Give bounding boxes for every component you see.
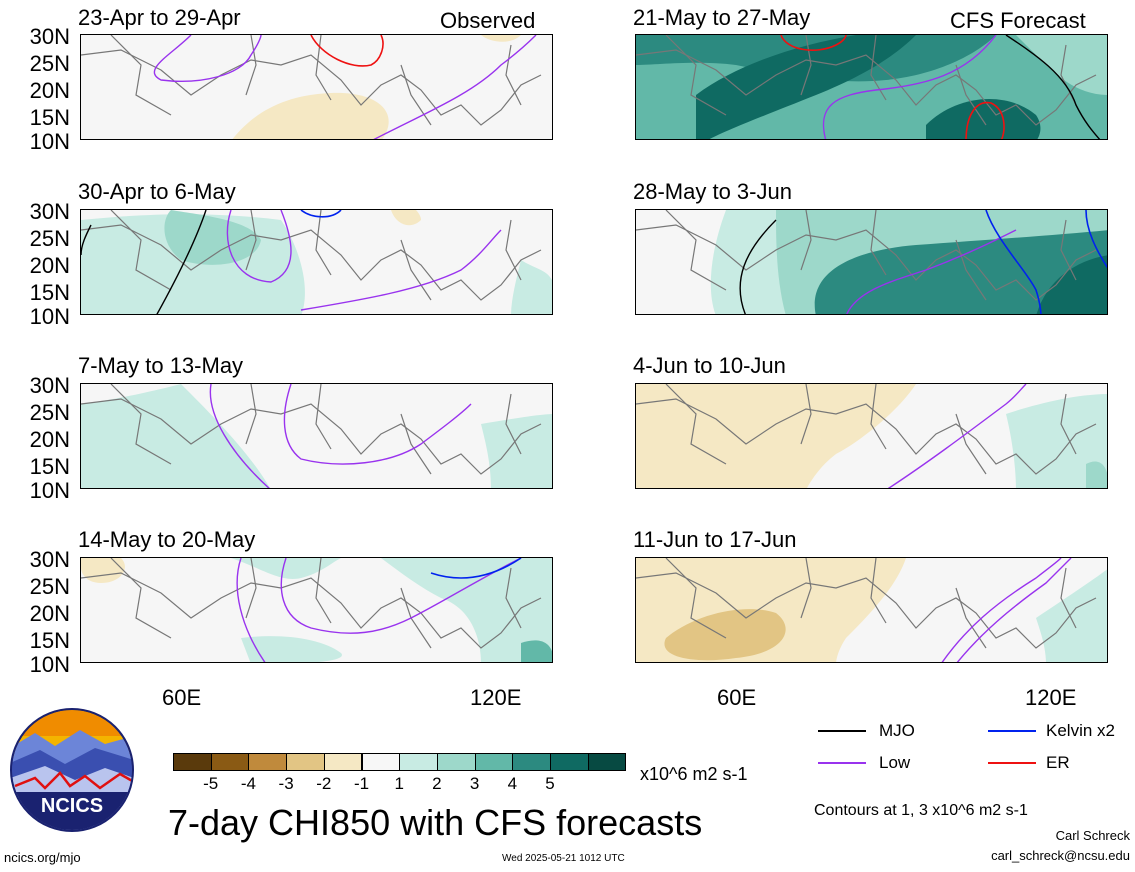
colorbar-tick-label: 3 — [469, 774, 480, 793]
panel-title: 30-Apr to 6-May — [78, 179, 236, 204]
colorbar-tick-label: 2 — [432, 774, 442, 793]
lat-label: 20N — [29, 78, 70, 103]
lon-label: 120E — [1025, 685, 1077, 710]
footer-email[interactable]: carl_schreck@ncsu.edu — [991, 848, 1130, 863]
colorbar-tick-label: -2 — [316, 774, 332, 793]
colorbar-tick-label: -4 — [240, 774, 256, 793]
colorbar-swatch — [512, 753, 551, 771]
colorbar-swatch — [361, 753, 401, 771]
colorbar-swatch — [550, 753, 589, 771]
lat-label: 20N — [29, 601, 70, 626]
legend-line-kelvin — [988, 730, 1036, 732]
panel-title: 23-Apr to 29-Apr — [78, 5, 241, 30]
panel-title: 14-May to 20-May — [78, 527, 256, 552]
colorbar-swatch — [286, 753, 325, 771]
lat-label: 25N — [29, 400, 70, 425]
lat-label: 10N — [29, 129, 70, 154]
lat-label: 15N — [29, 628, 70, 653]
lat-label: 10N — [29, 478, 70, 503]
legend-line-mjo — [818, 730, 866, 732]
colorbar-tick-label: 4 — [507, 774, 518, 793]
panel-title: 7-May to 13-May — [78, 353, 244, 378]
map-panel — [80, 209, 553, 315]
colorbar-tick-label: 1 — [394, 774, 404, 793]
legend-label: ER — [1046, 753, 1070, 772]
lon-label: 60E — [162, 685, 202, 710]
panel-title: 4-Jun to 10-Jun — [633, 353, 786, 378]
lon-label: 120E — [470, 685, 522, 710]
lat-label: 10N — [29, 304, 70, 329]
footer-timestamp: Wed 2025-05-21 1012 UTC — [502, 853, 625, 864]
colorbar-tick-label: -5 — [203, 774, 219, 793]
ncics-logo: NCICS — [10, 708, 134, 832]
legend-label: Low — [879, 753, 911, 772]
lat-label: 20N — [29, 427, 70, 452]
legend-label: Kelvin x2 — [1046, 721, 1115, 740]
colorbar-swatch — [436, 753, 476, 771]
lat-label: 15N — [29, 105, 70, 130]
lat-label: 20N — [29, 253, 70, 278]
lat-label: 30N — [29, 373, 70, 398]
lat-label: 30N — [29, 24, 70, 49]
map-panel — [635, 557, 1108, 663]
colorbar-swatch — [474, 753, 514, 771]
panel-title: 28-May to 3-Jun — [633, 179, 792, 204]
map-panel — [80, 557, 553, 663]
logo-text: NCICS — [41, 795, 103, 817]
colorbar-swatch — [323, 753, 363, 771]
lat-label: 30N — [29, 547, 70, 572]
colorbar-tick-label: 5 — [545, 774, 555, 793]
colorbar-swatch — [248, 753, 288, 771]
colorbar-swatch — [210, 753, 250, 771]
figure-title: 7-day CHI850 with CFS forecasts — [168, 802, 703, 843]
legend-line-low — [818, 762, 866, 764]
footer-author: Carl Schreck — [1055, 828, 1130, 843]
panel-title: 11-Jun to 17-Jun — [633, 527, 797, 552]
colorbar-units: x10^6 m2 s-1 — [640, 764, 748, 784]
contours-note: Contours at 1, 3 x10^6 m2 s-1 — [814, 802, 1028, 819]
legend-label: MJO — [879, 721, 915, 740]
lon-label: 60E — [717, 685, 757, 710]
colorbar-tick-label: -1 — [353, 774, 370, 793]
lat-label: 15N — [29, 280, 70, 305]
panel-title: 21-May to 27-May — [633, 5, 811, 30]
map-panel — [635, 383, 1108, 489]
panel-label: CFS Forecast — [950, 8, 1086, 33]
map-panel — [635, 209, 1108, 315]
colorbar-swatch — [399, 753, 438, 771]
lat-label: 25N — [29, 51, 70, 76]
lat-label: 15N — [29, 454, 70, 479]
legend-line-er — [988, 762, 1036, 764]
map-panel — [80, 34, 553, 140]
lat-label: 10N — [29, 652, 70, 677]
lat-label: 25N — [29, 574, 70, 599]
colorbar-swatch — [587, 753, 627, 771]
colorbar-swatch — [173, 753, 212, 771]
map-panel — [635, 34, 1108, 140]
lat-label: 30N — [29, 199, 70, 224]
colorbar-tick-label: -3 — [278, 774, 294, 793]
footer-url[interactable]: ncics.org/mjo — [4, 850, 81, 865]
map-panel — [80, 383, 553, 489]
panel-label: Observed — [440, 8, 536, 33]
lat-label: 25N — [29, 226, 70, 251]
